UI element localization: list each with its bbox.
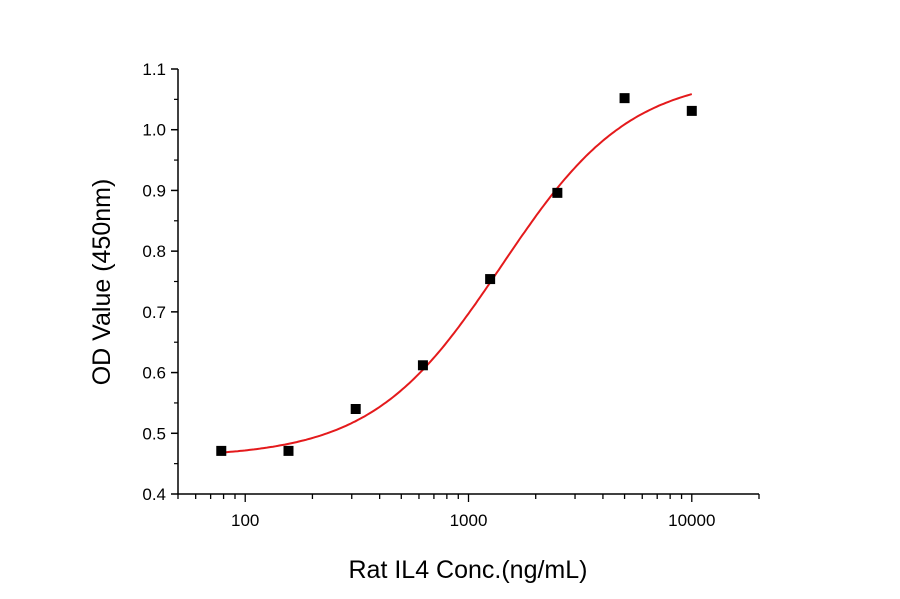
axes: 0.4 0.5 0.6 0.7 0.8 0.9 1.0 1.1 100 1000 10000	[142, 60, 760, 530]
data-point	[417, 360, 428, 371]
y-tick-label: 0.7	[142, 303, 166, 322]
x-tick-label: 10000	[668, 511, 715, 530]
y-tick-label: 1.0	[142, 121, 166, 140]
data-point	[283, 445, 294, 456]
y-tick-label: 0.8	[142, 242, 166, 261]
x-axis-label: Rat IL4 Conc.(ng/mL)	[349, 556, 588, 584]
data-point	[619, 93, 630, 104]
data-point	[485, 274, 496, 285]
x-tick-label: 100	[231, 511, 259, 530]
fit-curve	[221, 93, 693, 454]
y-tick-label: 0.4	[142, 485, 166, 504]
y-tick-label: 0.6	[142, 364, 166, 383]
x-tick-label: 1000	[450, 511, 488, 530]
y-tick-label: 1.1	[142, 60, 166, 79]
y-axis-label: OD Value (450nm)	[88, 179, 116, 386]
data-point	[686, 105, 697, 116]
y-tick-label: 0.9	[142, 181, 166, 200]
data-point	[216, 445, 227, 456]
data-point	[552, 187, 563, 198]
data-point	[350, 404, 361, 414]
y-tick-label: 0.5	[142, 424, 166, 443]
data-points	[216, 93, 697, 456]
